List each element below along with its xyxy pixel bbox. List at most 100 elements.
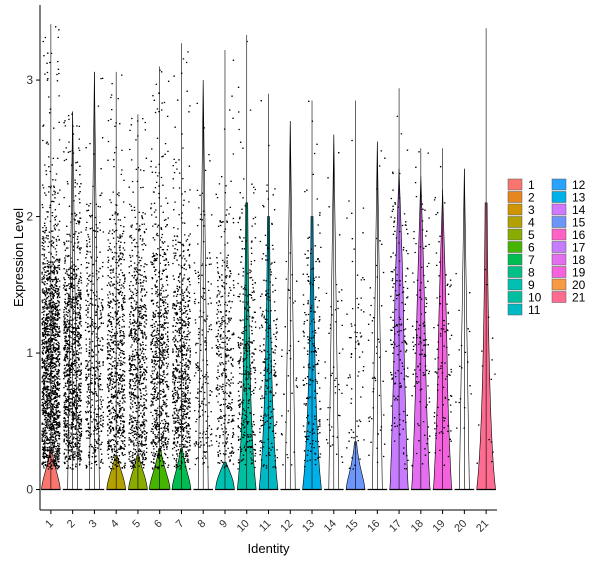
x-tick-label: 12	[278, 518, 295, 535]
legend-label-12: 12	[572, 178, 586, 192]
legend-swatch-15	[551, 216, 567, 228]
x-tick-label: 14	[322, 518, 339, 535]
legend-label-18: 18	[572, 253, 586, 267]
x-ticks: 1 2 3 4 5 6 7 8 9 10 11 12 13 14 15 16 17 18 19 20 21	[43, 510, 491, 535]
y-axis-title: Expression Level	[11, 208, 26, 307]
y-ticks: 0 1 2 3	[26, 73, 40, 497]
x-tick-label: 1	[43, 518, 56, 531]
x-tick-label: 15	[344, 518, 361, 535]
legend-swatch-18	[551, 253, 567, 266]
jitter-points	[171, 51, 192, 470]
violin-group-12	[280, 121, 301, 491]
legend-label-8: 8	[528, 266, 535, 280]
legend-label-20: 20	[572, 278, 586, 292]
x-tick-label: 16	[365, 518, 382, 535]
jitter-points	[433, 166, 453, 466]
violin-group-20	[454, 168, 475, 491]
x-tick-label: 8	[196, 518, 209, 531]
legend-label-17: 17	[572, 241, 586, 255]
legend-label-3: 3	[528, 203, 535, 217]
legend-label-2: 2	[528, 191, 535, 205]
violin-group-18	[411, 148, 431, 491]
legend-label-14: 14	[572, 203, 586, 217]
x-tick-label: 18	[409, 518, 426, 535]
x-tick-label: 9	[217, 518, 230, 531]
violin-group-21	[476, 28, 496, 491]
legend-swatch-7	[507, 253, 523, 266]
jitter-points	[215, 59, 235, 469]
x-tick-label: 10	[235, 518, 252, 535]
legend-swatch-11	[507, 303, 523, 316]
jitter-points	[390, 115, 409, 470]
x-tick-label: 6	[152, 518, 165, 531]
y-tick-label: 2	[26, 210, 33, 224]
x-axis-title: Identity	[248, 541, 290, 556]
legend-label-5: 5	[528, 228, 535, 242]
legend-label-11: 11	[528, 303, 541, 317]
jitter-points	[128, 117, 148, 470]
violin-group-19	[432, 148, 453, 491]
x-tick-label: 17	[387, 518, 404, 535]
jitter-points	[193, 102, 213, 468]
legend-swatch-6	[507, 241, 523, 253]
violin-group-6	[149, 66, 171, 491]
violin-group-2	[62, 111, 83, 491]
legend-label-10: 10	[528, 291, 542, 305]
x-tick-label: 3	[87, 518, 100, 531]
legend-label-13: 13	[572, 191, 586, 205]
jitter-points	[258, 100, 279, 469]
jitter-points	[411, 151, 431, 467]
legend-swatch-12	[551, 178, 567, 191]
legend-label-7: 7	[528, 253, 535, 267]
plot-area	[41, 24, 496, 491]
violin-group-15	[345, 100, 366, 491]
legend-swatch-5	[507, 228, 523, 241]
legend-label-21: 21	[572, 291, 586, 305]
violin-group-10	[236, 35, 257, 491]
jitter-points	[84, 77, 105, 469]
legend-swatch-2	[507, 191, 523, 203]
jitter-points	[476, 268, 496, 464]
legend-swatch-21	[551, 291, 567, 303]
jitter-points	[106, 74, 126, 470]
violin-group-8	[193, 80, 214, 491]
legend-label-1: 1	[528, 178, 535, 192]
legend-swatch-4	[507, 216, 523, 228]
violin-group-16	[367, 141, 388, 491]
legend-swatch-1	[507, 178, 523, 191]
x-tick-label: 20	[452, 518, 469, 535]
x-tick-label: 7	[174, 518, 187, 531]
violin-group-1	[41, 24, 61, 491]
x-tick-label: 13	[300, 518, 317, 535]
legend-label-9: 9	[528, 278, 535, 292]
legend-swatch-8	[507, 266, 523, 278]
legend-label-19: 19	[572, 266, 586, 280]
jitter-points	[63, 113, 83, 470]
violin-group-4	[106, 71, 126, 491]
violin-group-7	[171, 43, 192, 491]
x-tick-label: 19	[431, 518, 448, 535]
legend-swatch-10	[507, 291, 523, 303]
violin-group-9	[215, 50, 235, 491]
legend-swatch-16	[551, 228, 567, 241]
legend-label-6: 6	[528, 241, 535, 255]
violin-group-13	[302, 100, 322, 491]
legend-swatch-19	[551, 266, 567, 278]
legend-label-15: 15	[572, 216, 586, 230]
legend-swatch-9	[507, 278, 523, 291]
violin-group-5	[128, 114, 148, 491]
jitter-points	[346, 139, 365, 470]
legend-label-4: 4	[528, 216, 535, 230]
legend-swatch-14	[551, 203, 567, 216]
violin-group-14	[323, 134, 344, 491]
jitter-points	[150, 69, 170, 470]
x-tick-label: 21	[474, 518, 491, 535]
x-tick-label: 11	[257, 518, 274, 535]
jitter-points	[237, 40, 257, 470]
legend-swatch-17	[551, 241, 567, 253]
jitter-points	[41, 26, 61, 470]
legend-label-16: 16	[572, 228, 586, 242]
y-tick-label: 1	[26, 346, 33, 360]
